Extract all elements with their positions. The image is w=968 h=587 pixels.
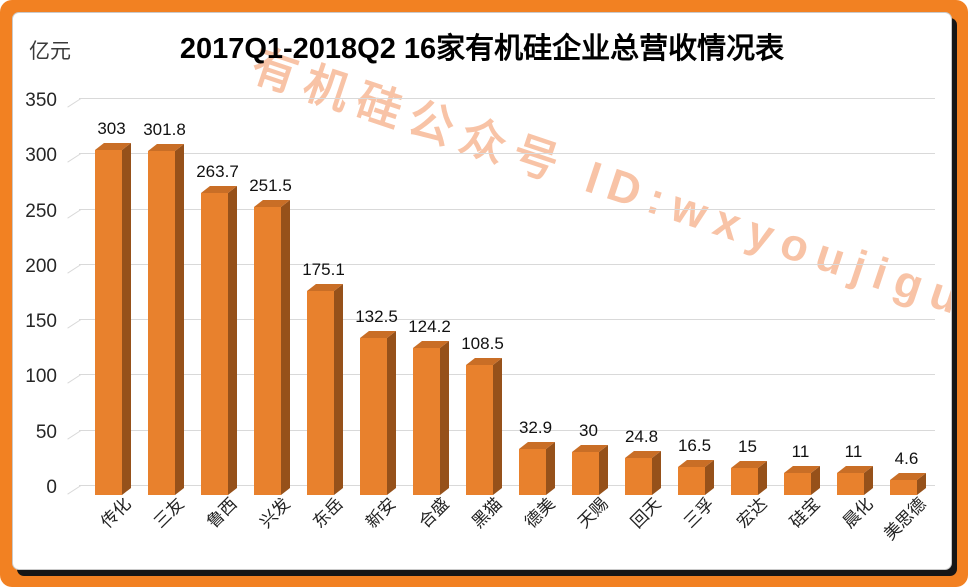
bar-group-美思德: 4.6 美思德 (880, 98, 933, 544)
gridline-0 (79, 485, 935, 486)
bar-side-face (598, 444, 608, 495)
bar-group-东岳: 175.1 东岳 (297, 98, 350, 532)
x-axis-label-德美: 德美 (520, 494, 559, 532)
x-axis-label-硅宝: 硅宝 (785, 494, 824, 532)
x-axis-label-天赐: 天赐 (573, 494, 612, 532)
bar-value-label-鲁西: 263.7 (196, 162, 239, 181)
chart-title: 2017Q1-2018Q2 16家有机硅企业总营收情况表 (179, 33, 785, 65)
y-tick-label-100: 100 (25, 366, 57, 388)
bar-group-鲁西: 263.7 鲁西 (191, 98, 244, 532)
bar-value-label-天赐: 30 (579, 421, 598, 440)
bar-合盛 (412, 340, 449, 495)
gridline-350 (79, 98, 935, 99)
bar-group-天赐: 30 天赐 (562, 98, 615, 532)
bar-value-label-三孚: 16.5 (677, 436, 712, 455)
bar-value-label-合盛: 124.2 (408, 317, 451, 336)
bar-group-黑猫: 108.5 黑猫 (456, 98, 509, 532)
bar-东岳 (306, 283, 343, 495)
x-axis-label-三孚: 三孚 (679, 494, 718, 532)
bar-value-label-东岳: 175.1 (302, 260, 345, 279)
y-tick-label-250: 250 (25, 200, 57, 222)
gridline-100 (79, 374, 935, 376)
bar-鲁西 (200, 185, 237, 495)
bar-兴发 (253, 199, 290, 495)
bar-value-label-黑猫: 108.5 (461, 334, 504, 353)
bar-value-label-三友: 301.8 (143, 120, 186, 139)
bar-晨化 (836, 465, 873, 495)
bar-side-face (280, 199, 290, 495)
bar-天赐 (571, 444, 608, 495)
bar-series: 303 传化 301.8 三友 263.7 鲁西 251.5 兴发 175.1 东岳 132.5 新安… (85, 98, 933, 544)
bar-side-face (545, 441, 555, 495)
y-tick-label-150: 150 (25, 311, 57, 333)
bar-group-合盛: 124.2 合盛 (403, 98, 456, 532)
bar-side-face (333, 283, 343, 495)
bar-group-晨化: 11 晨化 (827, 98, 880, 532)
bar-side-face (121, 142, 131, 495)
x-axis-label-合盛: 合盛 (414, 494, 453, 532)
bar-side-face (227, 185, 237, 495)
x-axis-label-鲁西: 鲁西 (202, 494, 241, 532)
x-axis-label-回天: 回天 (626, 494, 665, 532)
bar-group-回天: 24.8 回天 (615, 98, 668, 532)
bar-value-label-新安: 132.5 (355, 307, 398, 326)
y-tick-label-50: 50 (35, 421, 57, 443)
bar-三孚 (677, 459, 714, 495)
bar-side-face (386, 330, 396, 495)
bar-group-兴发: 251.5 兴发 (244, 98, 297, 532)
bar-group-新安: 132.5 新安 (350, 98, 403, 532)
x-axis-label-新安: 新安 (361, 494, 400, 532)
y-tick-label-350: 350 (25, 90, 57, 111)
chart-panel: 有机硅公众号 ID:wxyoujigui 2017Q1-2018Q2 16家有机… (12, 12, 952, 570)
y-tick-label-200: 200 (25, 255, 57, 277)
bar-side-face (492, 357, 502, 495)
x-axis-label-宏达: 宏达 (732, 494, 771, 532)
bar-德美 (518, 441, 555, 495)
bar-美思德 (889, 472, 926, 495)
gridline-50 (79, 429, 935, 431)
bar-group-传化: 303 传化 (85, 98, 138, 532)
bar-value-label-兴发: 251.5 (249, 176, 292, 195)
bar-value-label-美思德: 4.6 (894, 449, 919, 468)
y-axis-unit-label: 亿元 (29, 40, 71, 63)
x-axis-label-美思德: 美思德 (879, 494, 930, 544)
bar-传化 (94, 142, 131, 495)
gridline-150 (79, 319, 935, 321)
x-axis-label-三友: 三友 (149, 494, 188, 532)
bar-side-face (174, 143, 184, 495)
gridline-200 (79, 263, 935, 265)
y-tick-label-300: 300 (25, 145, 57, 167)
bar-回天 (624, 450, 661, 495)
plot-area: 0 50 100 150 200 250 300 350 303 传化 301.8 三友 263.7 鲁… (25, 91, 935, 544)
gridline-250 (79, 208, 935, 210)
bar-黑猫 (465, 357, 502, 495)
bar-group-德美: 32.9 德美 (509, 98, 562, 532)
bar-group-三孚: 16.5 三孚 (668, 98, 721, 532)
bar-group-硅宝: 11 硅宝 (774, 98, 827, 532)
bar-group-三友: 301.8 三友 (138, 98, 191, 532)
bar-group-宏达: 15 宏达 (721, 98, 774, 532)
bar-value-label-晨化: 11 (844, 442, 863, 461)
bar-value-label-宏达: 15 (738, 437, 757, 456)
x-axis-label-东岳: 东岳 (308, 494, 347, 532)
bar-side-face (651, 450, 661, 495)
bar-value-label-回天: 24.8 (624, 427, 659, 446)
bar-新安 (359, 330, 396, 495)
bar-side-face (439, 340, 449, 495)
bar-三友 (147, 143, 184, 495)
x-axis-label-兴发: 兴发 (255, 494, 294, 532)
x-axis-label-传化: 传化 (96, 494, 135, 532)
x-axis-label-晨化: 晨化 (838, 494, 877, 532)
bar-宏达 (730, 460, 767, 495)
x-axis-label-黑猫: 黑猫 (467, 494, 506, 532)
bar-value-label-德美: 32.9 (518, 418, 553, 437)
y-tick-label-0: 0 (46, 477, 57, 498)
bar-value-label-硅宝: 11 (791, 442, 810, 461)
bar-value-label-传化: 303 (97, 119, 126, 138)
bar-硅宝 (783, 465, 820, 495)
gridline-300 (79, 153, 935, 155)
